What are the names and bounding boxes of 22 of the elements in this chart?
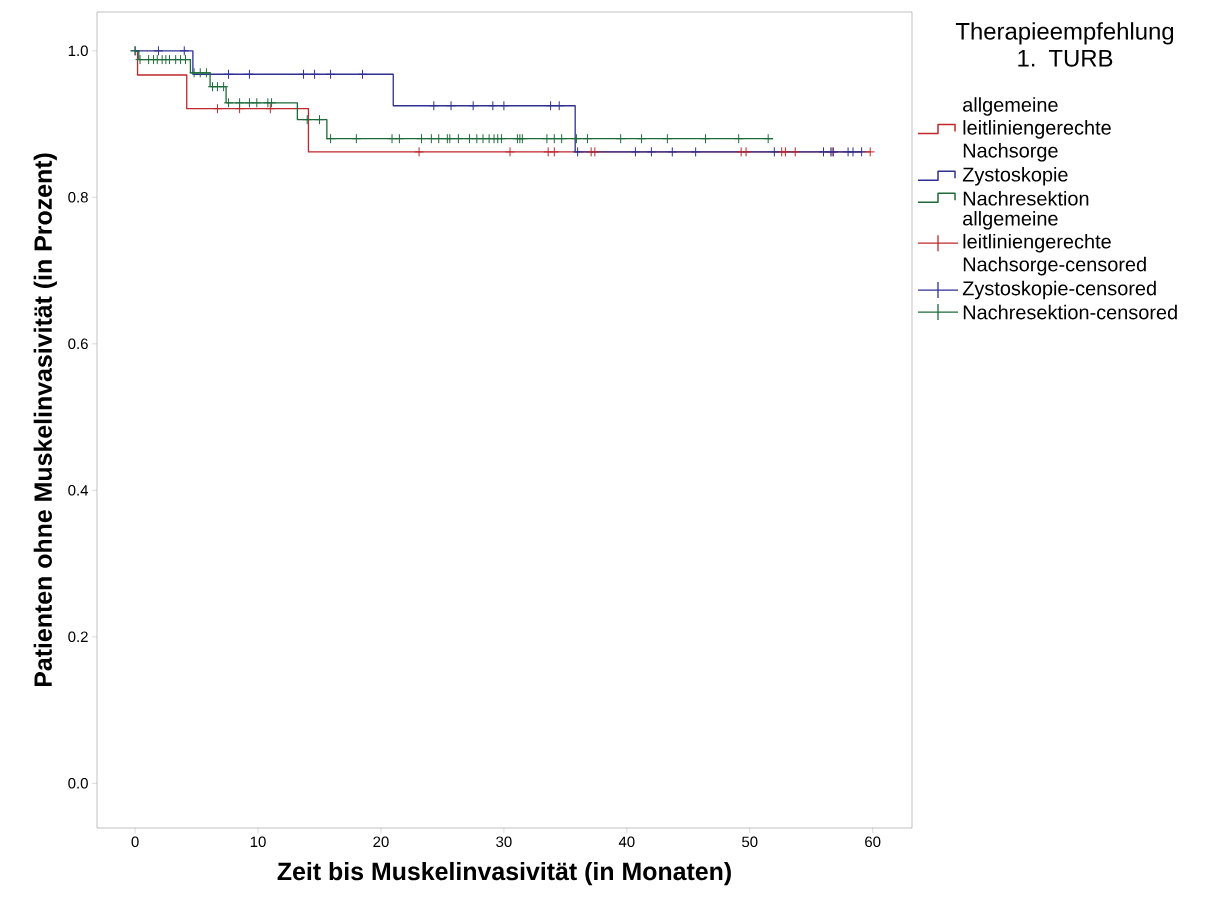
y-tick-label: 0.2	[68, 631, 88, 643]
y-tick-label: 0.4	[68, 485, 89, 496]
x-tick-label: 0	[131, 836, 139, 848]
legend-label: allgemeine leitliniengerechte Nachsorge	[963, 97, 1111, 162]
y-tick-label: 0.0	[68, 778, 88, 789]
x-tick-label: 10	[250, 836, 266, 848]
x-tick-label: 30	[496, 836, 512, 848]
x-tick-label: 20	[373, 836, 389, 848]
legend-label: Zystoskopie	[962, 166, 1068, 186]
y-axis-title: Patienten ohne Muskelinvasivität (in Prozent)	[33, 153, 57, 687]
legend-label: Nachresektion-censored	[963, 304, 1177, 320]
x-tick-label: 50	[742, 836, 758, 848]
legend-label: allgemeine leitliniengerechte Nachsorge-censored	[963, 210, 1146, 276]
x-tick-label: 60	[865, 836, 881, 848]
legend-label: Zystoskopie-censored	[962, 280, 1156, 300]
x-tick-label: 40	[618, 836, 635, 848]
legend-label: Nachresektion	[963, 190, 1089, 206]
y-tick-label: 0.8	[68, 192, 88, 203]
y-tick-label: 1.0	[68, 45, 88, 57]
legend-title: Therapieempfehlung 1. TURB	[955, 22, 1174, 67]
y-tick-label: 0.6	[68, 338, 88, 350]
x-axis-title: Zeit bis Muskelinvasivität (in Monaten)	[277, 861, 731, 886]
